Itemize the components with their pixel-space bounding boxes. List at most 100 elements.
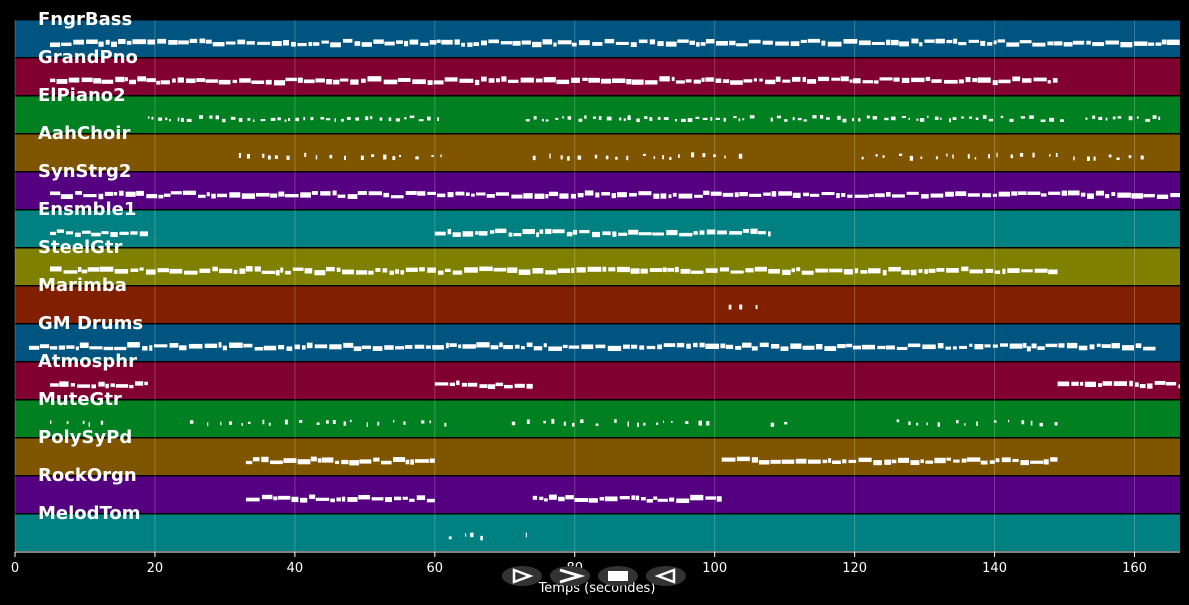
note-mark (284, 193, 299, 198)
note-mark (885, 345, 895, 350)
note-mark (304, 268, 313, 274)
note-mark (748, 39, 761, 44)
note-mark (958, 42, 967, 46)
note-mark (514, 344, 520, 349)
note-mark (300, 497, 308, 503)
note-mark (360, 78, 366, 83)
note-mark (1060, 119, 1064, 122)
note-mark (273, 496, 278, 501)
note-mark (361, 42, 372, 47)
note-mark (212, 266, 218, 272)
note-mark (371, 154, 375, 158)
note-mark (1055, 152, 1058, 158)
stop-button[interactable] (598, 566, 638, 586)
note-mark (507, 267, 518, 273)
note-mark (875, 154, 878, 157)
back-button[interactable] (646, 566, 686, 586)
note-mark (715, 78, 722, 83)
stop-icon (608, 571, 628, 581)
note-mark (474, 79, 480, 86)
note-mark (110, 232, 118, 238)
play-button[interactable] (502, 566, 542, 586)
note-mark (444, 77, 458, 82)
note-mark (384, 41, 395, 46)
note-mark (920, 156, 923, 159)
forward-button[interactable] (550, 566, 590, 586)
note-mark (832, 460, 841, 464)
note-mark (722, 79, 730, 84)
note-mark (499, 342, 503, 348)
note-mark (341, 459, 349, 465)
note-mark (511, 421, 516, 426)
note-marks (28, 38, 1180, 541)
note-mark (254, 266, 261, 272)
note-mark (520, 346, 525, 350)
note-mark (736, 43, 748, 47)
note-mark (975, 117, 979, 120)
note-mark (896, 419, 900, 423)
note-mark (199, 268, 211, 273)
note-mark (100, 420, 104, 425)
note-mark (427, 116, 431, 121)
note-mark (750, 228, 758, 234)
note-mark (758, 231, 766, 235)
note-mark (394, 496, 402, 501)
note-mark (626, 155, 629, 161)
note-mark (653, 156, 656, 160)
note-mark (399, 154, 401, 158)
note-mark (303, 79, 315, 84)
note-mark (604, 496, 618, 502)
note-mark (1133, 41, 1148, 46)
note-mark (736, 456, 750, 462)
note-mark (56, 79, 68, 84)
note-mark (861, 156, 864, 160)
note-mark (119, 190, 124, 196)
note-mark (943, 79, 958, 84)
note-mark (764, 79, 776, 85)
note-mark (370, 116, 373, 120)
note-mark (278, 495, 291, 500)
note-mark (1155, 42, 1162, 46)
note-mark (873, 460, 882, 466)
note-mark (310, 116, 314, 121)
note-mark (852, 345, 861, 350)
note-mark (286, 155, 290, 160)
note-mark (635, 495, 640, 501)
note-mark (925, 460, 934, 464)
x-axis: 020406080100120140160 (11, 551, 1180, 576)
note-mark (992, 344, 998, 348)
note-mark (382, 268, 388, 273)
note-mark (427, 191, 436, 196)
note-mark (403, 40, 409, 47)
note-mark (994, 270, 1001, 274)
note-mark (669, 497, 675, 502)
note-mark (252, 119, 255, 122)
note-mark (616, 192, 627, 198)
note-mark (701, 77, 705, 82)
note-mark (218, 79, 231, 85)
note-mark (169, 118, 171, 122)
note-mark (389, 270, 394, 275)
note-mark (600, 78, 612, 84)
note-mark (441, 39, 453, 45)
note-mark (393, 420, 395, 423)
note-mark (992, 80, 998, 86)
note-mark (742, 118, 745, 121)
note-mark (998, 79, 1011, 84)
note-mark (197, 194, 206, 198)
note-mark (953, 459, 960, 463)
note-mark (125, 77, 128, 82)
note-mark (612, 78, 626, 84)
note-mark (924, 39, 935, 43)
note-mark (858, 118, 861, 122)
note-mark (495, 228, 507, 234)
note-mark (1089, 344, 1095, 350)
note-mark (543, 343, 547, 348)
note-mark (177, 117, 180, 122)
note-mark (871, 41, 885, 46)
note-mark (1078, 345, 1088, 351)
note-mark (940, 117, 942, 120)
note-mark (639, 345, 645, 350)
note-mark (735, 345, 742, 350)
note-mark (344, 155, 346, 161)
